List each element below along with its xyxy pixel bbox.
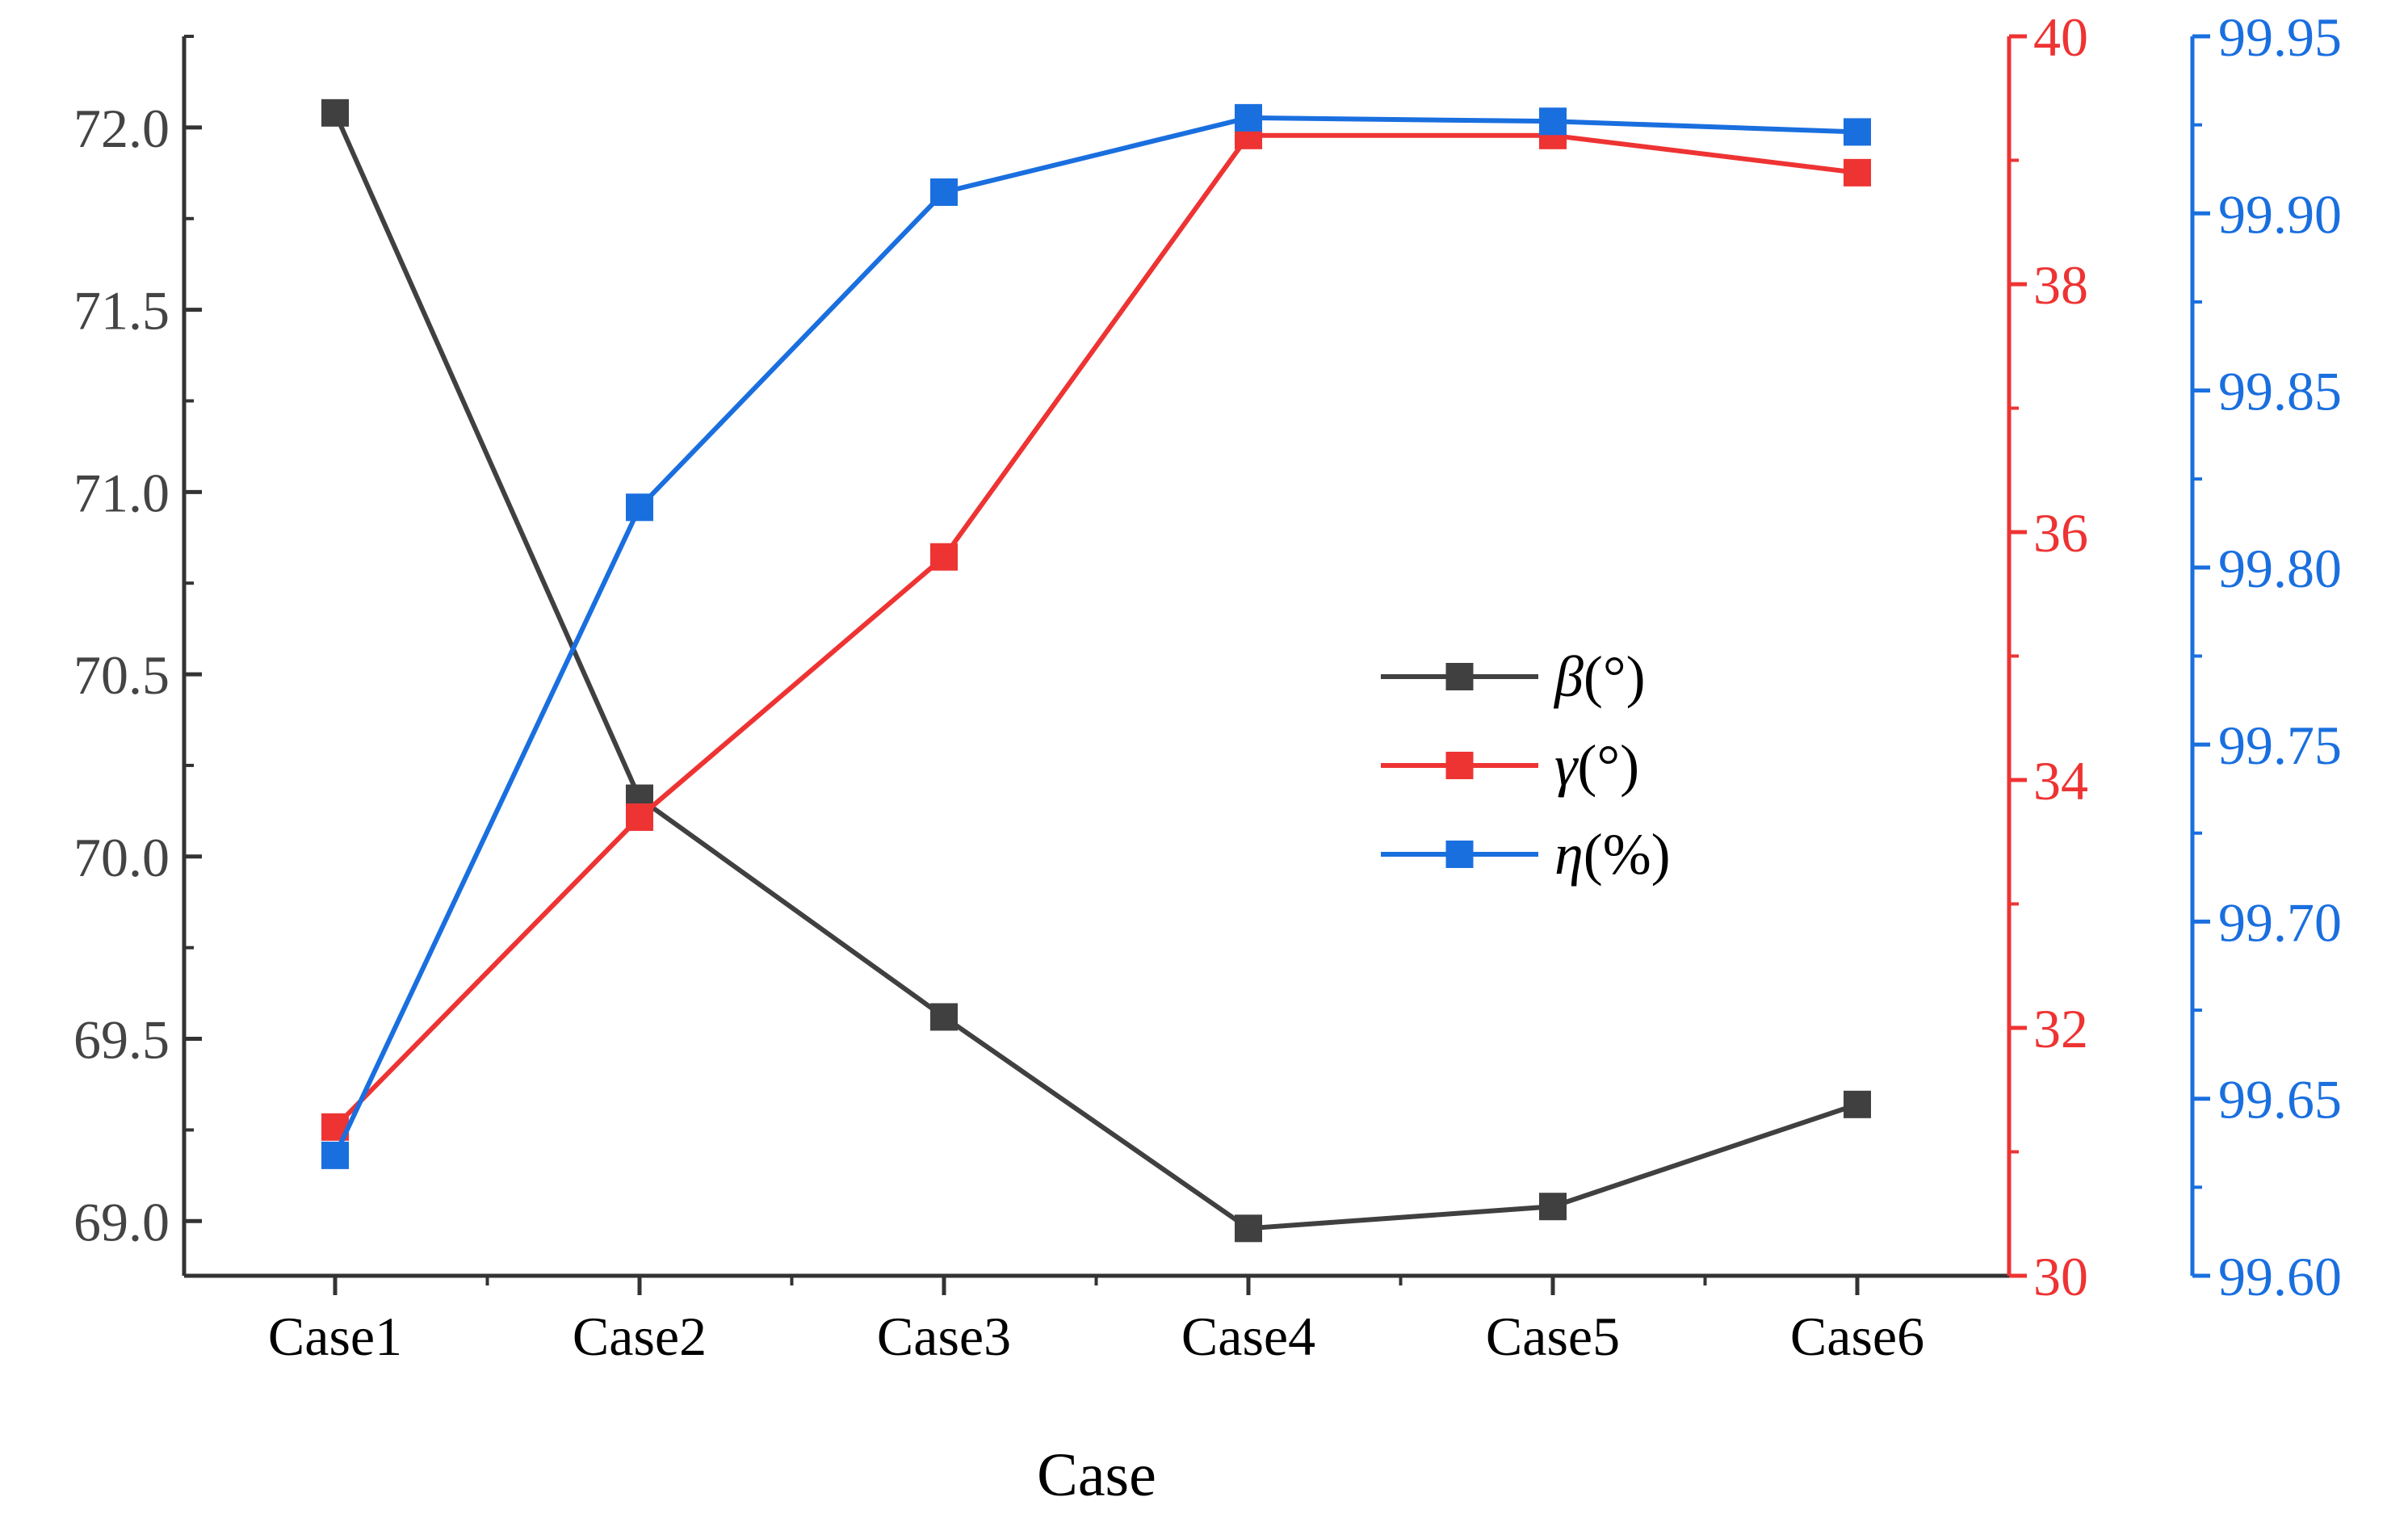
series-line — [333, 115, 1858, 1157]
data-point — [1235, 1214, 1262, 1243]
legend-unit: (%) — [1584, 822, 1671, 887]
legend-label: γ(°) — [1554, 733, 1639, 798]
legend-symbol: η — [1554, 822, 1584, 887]
data-point — [1539, 1193, 1567, 1221]
data-point — [930, 543, 958, 571]
right-2-tick-label: 99.70 — [2218, 891, 2342, 953]
left-tick-label: 71.5 — [73, 280, 170, 342]
x-tick-label: Case2 — [573, 1306, 707, 1367]
left-tick-label: 70.5 — [73, 644, 170, 706]
data-point — [1844, 1090, 1871, 1118]
data-point — [1844, 158, 1871, 187]
legend: β(°)γ(°)η(%) — [1381, 644, 1671, 887]
right-1-tick-label: 32 — [2033, 998, 2088, 1059]
right-2-tick-label: 99.80 — [2218, 538, 2342, 599]
right-2-tick-label: 99.85 — [2218, 361, 2342, 422]
series-layer — [321, 99, 1871, 1243]
axes-layer: 69.0 69.5 70.0 70.5 71.0 71.5 72.0 Case1 Case2 Ca… — [73, 6, 2342, 1367]
legend-marker — [1445, 663, 1474, 690]
right-2-tick-label: 99.95 — [2218, 6, 2342, 68]
legend-item-3: η(%) — [1381, 822, 1671, 887]
data-point — [626, 493, 653, 522]
data-point — [930, 178, 958, 206]
data-point — [1844, 118, 1871, 146]
data-point — [1235, 103, 1262, 132]
right-2-tick-label: 99.60 — [2218, 1246, 2342, 1307]
series-line — [333, 111, 1858, 1231]
series-2 — [321, 121, 1871, 1141]
left-tick-label: 69.0 — [73, 1191, 170, 1252]
left-tick-label: 70.0 — [73, 827, 170, 888]
x-tick-label: Case1 — [268, 1306, 402, 1367]
series-line — [333, 132, 1858, 1129]
right-1-tick-label: 36 — [2033, 502, 2088, 564]
x-tick-label: Case5 — [1486, 1306, 1620, 1367]
legend-label: β(°) — [1553, 644, 1646, 709]
data-point — [626, 803, 653, 832]
legend-item-1: β(°) — [1381, 644, 1646, 709]
x-tick-label: Case4 — [1181, 1306, 1315, 1367]
series-1 — [321, 99, 1871, 1243]
legend-item-2: γ(°) — [1381, 733, 1639, 798]
right-1-tick-label: 34 — [2033, 750, 2088, 811]
x-tick-label: Case3 — [877, 1306, 1011, 1367]
legend-unit: (°) — [1584, 644, 1646, 709]
legend-marker — [1445, 752, 1474, 779]
legend-symbol: γ — [1554, 733, 1579, 798]
series-3 — [321, 103, 1871, 1169]
right-1-tick-label: 38 — [2033, 254, 2088, 316]
legend-unit: (°) — [1577, 733, 1639, 798]
x-tick-label: Case6 — [1790, 1306, 1924, 1367]
left-tick-label: 69.5 — [73, 1009, 170, 1071]
data-point — [321, 99, 349, 127]
left-tick-label: 72.0 — [73, 98, 170, 159]
right-1-tick-label: 40 — [2033, 6, 2088, 68]
left-tick-label: 71.0 — [73, 462, 170, 523]
legend-symbol: β — [1553, 644, 1584, 709]
data-point — [930, 1003, 958, 1031]
legend-marker — [1445, 841, 1474, 868]
right-1-tick-label: 30 — [2033, 1246, 2088, 1307]
right-2-tick-label: 99.90 — [2218, 183, 2342, 245]
legend-label: η(%) — [1554, 822, 1671, 887]
right-2-tick-label: 99.75 — [2218, 715, 2342, 776]
right-2-tick-label: 99.65 — [2218, 1069, 2342, 1130]
data-point — [321, 1141, 349, 1169]
x-axis-title: Case — [1037, 1441, 1156, 1509]
data-point — [1539, 107, 1567, 136]
